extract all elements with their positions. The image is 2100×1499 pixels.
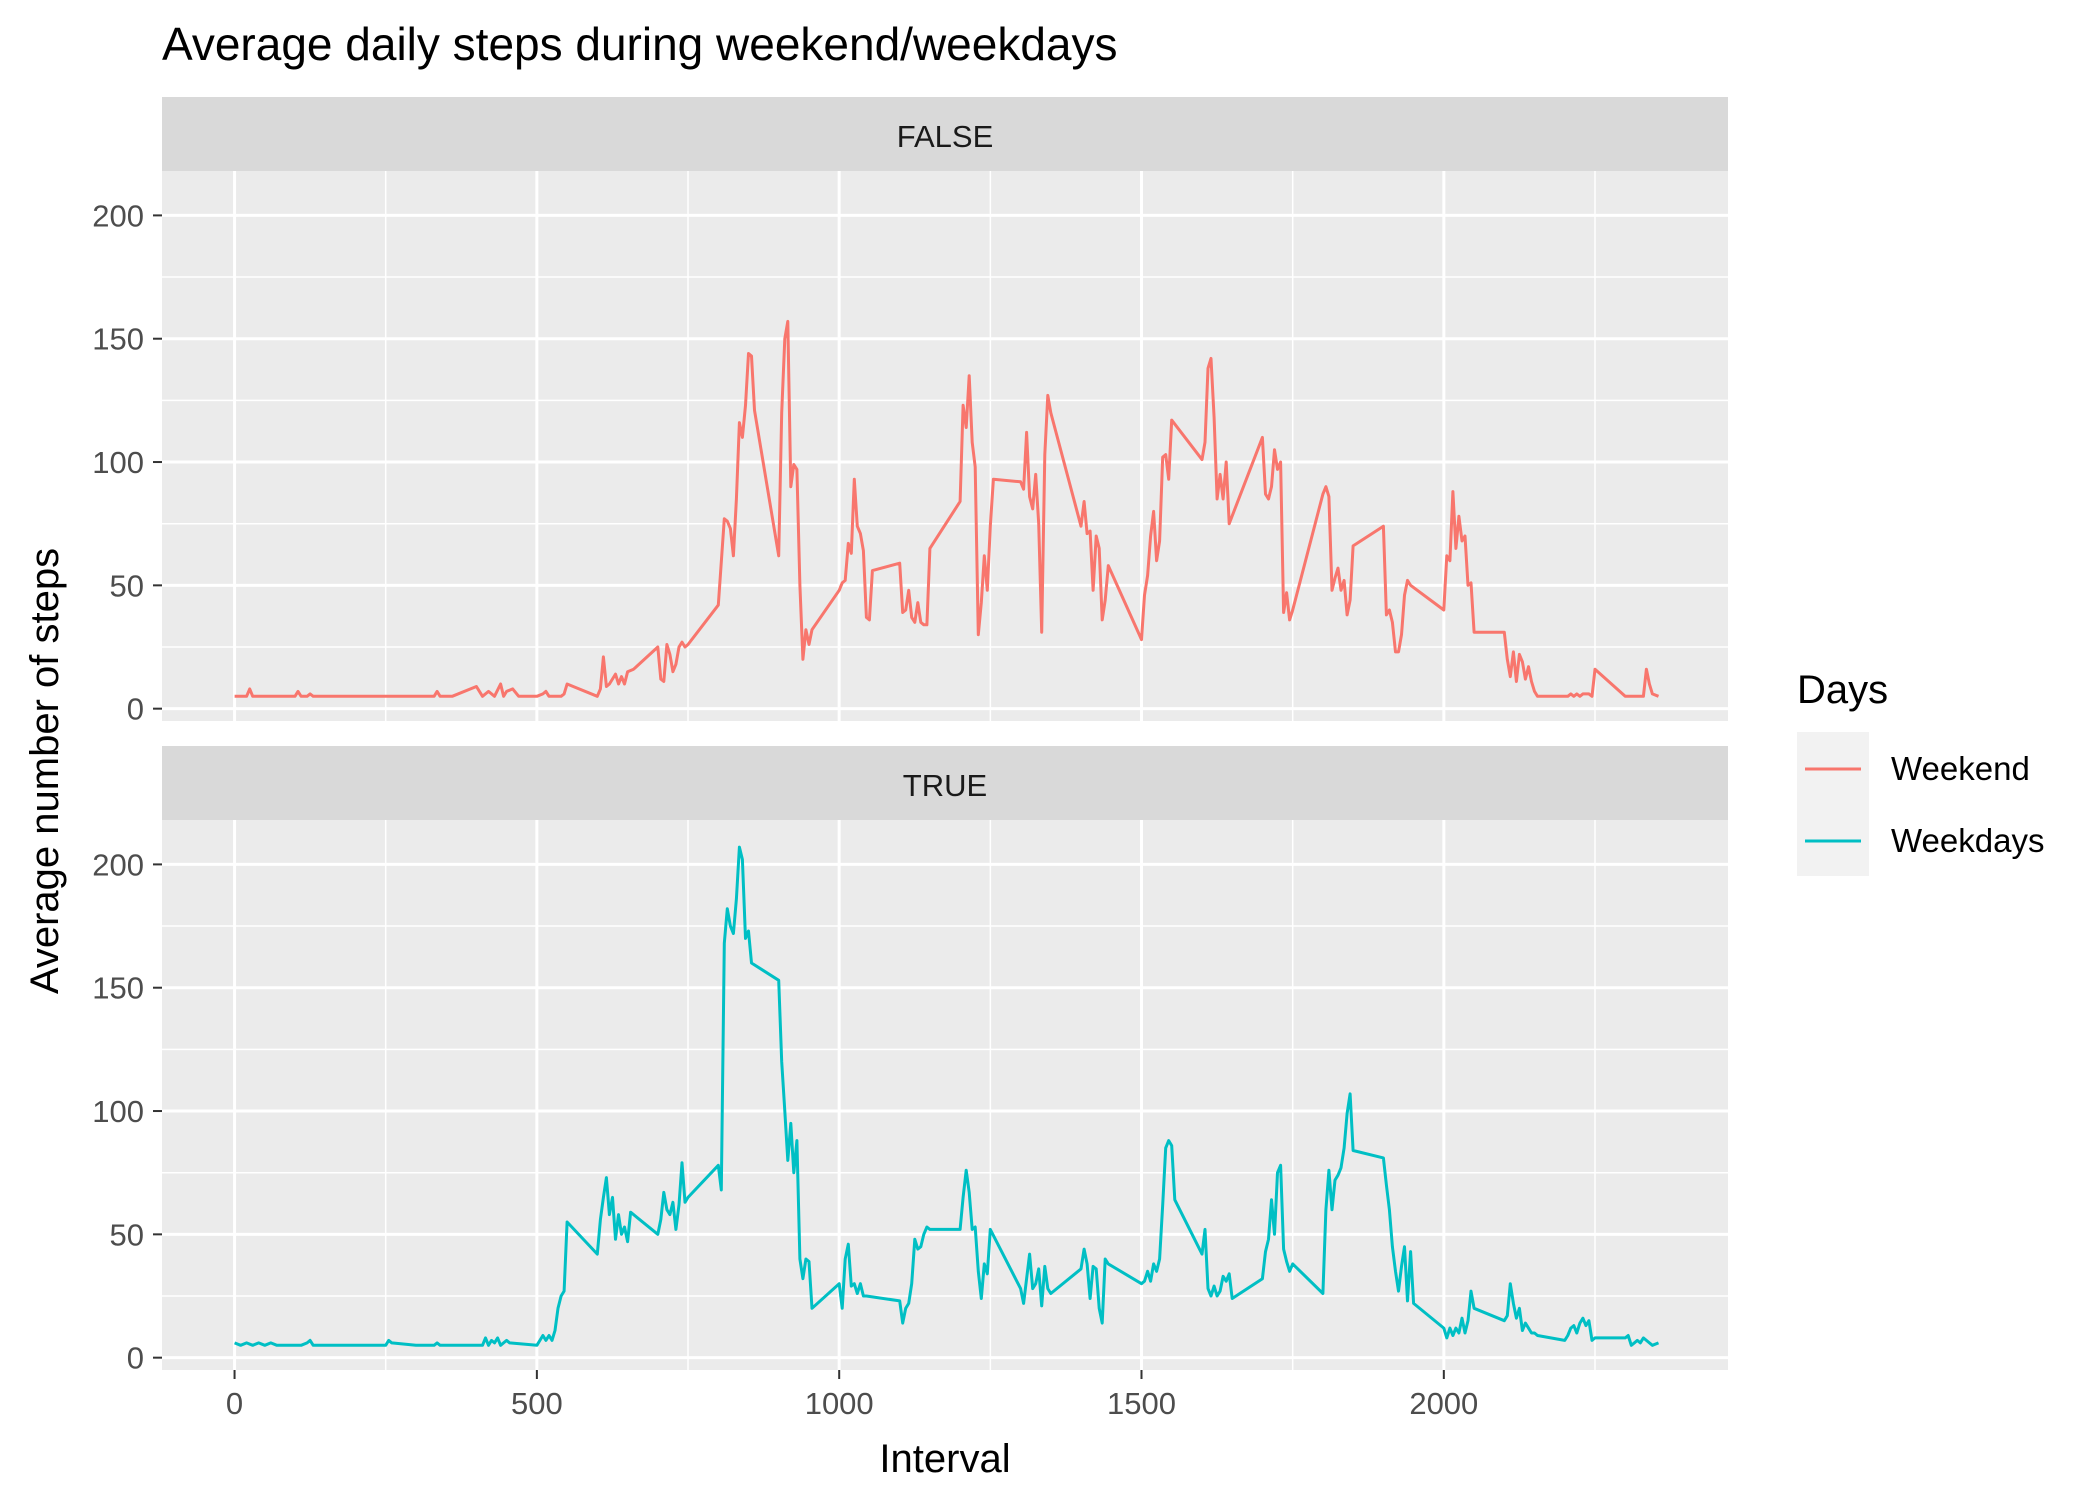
y-tick-label: 50	[110, 1217, 144, 1252]
y-tick-label: 150	[92, 971, 144, 1006]
legend-label-weekend: Weekend	[1891, 750, 2030, 787]
panel-strip	[162, 97, 1728, 171]
y-tick-label: 100	[92, 1094, 144, 1129]
y-tick-label: 200	[92, 847, 144, 882]
y-tick-label: 200	[92, 198, 144, 233]
y-tick-label: 150	[92, 322, 144, 357]
x-tick-label: 500	[511, 1386, 563, 1421]
y-axis-label: Average number of steps	[23, 548, 67, 994]
y-tick-label: 0	[127, 1341, 144, 1376]
legend-key-background	[1797, 732, 1869, 876]
y-tick-label: 50	[110, 568, 144, 603]
x-tick-label: 0	[226, 1386, 243, 1421]
plot-panel-weekend	[162, 171, 1728, 721]
x-axis-label: Interval	[879, 1437, 1010, 1481]
x-tick-label: 2000	[1409, 1386, 1478, 1421]
y-tick-label: 100	[92, 445, 144, 480]
x-tick-label: 1000	[805, 1386, 874, 1421]
panel-strip	[162, 746, 1728, 820]
series-line-weekend	[234, 319, 1660, 698]
legend-title: Days	[1797, 668, 1888, 712]
chart-title: Average daily steps during weekend/weekd…	[162, 18, 1118, 70]
plot-panel-weekdays	[162, 820, 1728, 1370]
legend-label-weekdays: Weekdays	[1891, 822, 2044, 859]
x-tick-label: 1500	[1107, 1386, 1176, 1421]
series-line-weekdays	[234, 845, 1660, 1347]
y-tick-label: 0	[127, 692, 144, 727]
panel-strip-label: FALSE	[897, 119, 994, 154]
panel-strip-label: TRUE	[903, 768, 987, 803]
